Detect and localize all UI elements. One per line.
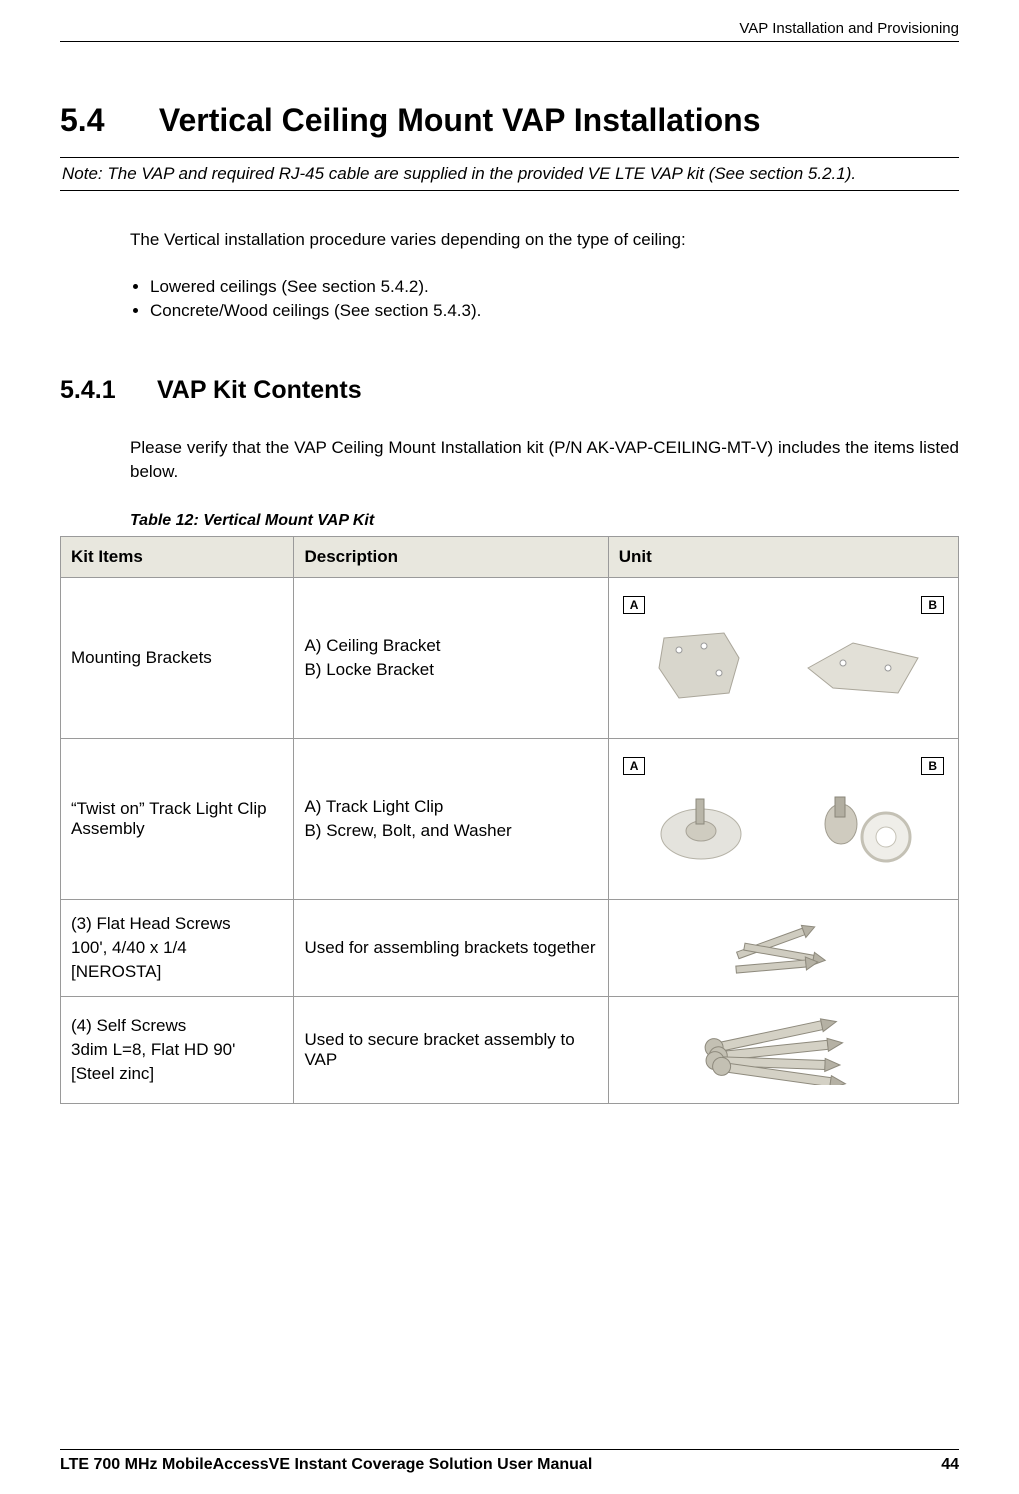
table-header-row: Kit Items Description Unit (61, 537, 959, 578)
kit-line: [NEROSTA] (71, 962, 283, 982)
unit-cell (608, 900, 958, 997)
kit-item-cell: (4) Self Screws 3dim L=8, Flat HD 90' [S… (61, 997, 294, 1104)
kit-line: 100', 4/40 x 1/4 (71, 938, 283, 958)
bracket-a-icon (644, 628, 754, 708)
flat-screws-icon (708, 918, 858, 978)
section-number: 5.4 (60, 102, 150, 139)
clip-b-icon (811, 789, 921, 869)
table-row: (3) Flat Head Screws 100', 4/40 x 1/4 [N… (61, 900, 959, 997)
description-cell: A) Track Light Clip B) Screw, Bolt, and … (294, 739, 608, 900)
kit-item-cell: (3) Flat Head Screws 100', 4/40 x 1/4 [N… (61, 900, 294, 997)
description-cell: Used to secure bracket assembly to VAP (294, 997, 608, 1104)
label-a: A (623, 596, 646, 614)
intro-paragraph: The Vertical installation procedure vari… (130, 228, 959, 252)
bracket-b-icon (803, 633, 923, 703)
page-footer: LTE 700 MHz MobileAccessVE Instant Cover… (60, 1449, 959, 1474)
description-cell: Used for assembling brackets together (294, 900, 608, 997)
label-b: B (921, 757, 944, 775)
page-number: 44 (941, 1456, 959, 1474)
clip-a-icon (646, 789, 756, 869)
label-a: A (623, 757, 646, 775)
table-row: Mounting Brackets A) Ceiling Bracket B) … (61, 578, 959, 739)
note-box: Note: The VAP and required RJ-45 cable a… (60, 157, 959, 191)
self-screws-icon (683, 1015, 883, 1085)
subsection-heading: 5.4.1 VAP Kit Contents (60, 376, 959, 405)
kit-line: (3) Flat Head Screws (71, 914, 283, 934)
kit-line: [Steel zinc] (71, 1064, 283, 1084)
table-header-cell: Unit (608, 537, 958, 578)
subsection-number: 5.4.1 (60, 376, 150, 405)
kit-item-cell: “Twist on” Track Light Clip Assembly (61, 739, 294, 900)
kit-line: (4) Self Screws (71, 1016, 283, 1036)
section-title-text: Vertical Ceiling Mount VAP Installations (159, 102, 761, 138)
desc-line: A) Track Light Clip (304, 797, 597, 817)
label-b: B (921, 596, 944, 614)
list-item: Concrete/Wood ceilings (See section 5.4.… (150, 301, 959, 321)
bullet-list: Lowered ceilings (See section 5.4.2). Co… (130, 277, 959, 325)
subsection-paragraph: Please verify that the VAP Ceiling Mount… (130, 436, 959, 484)
page-header: VAP Installation and Provisioning (60, 20, 959, 42)
kit-line: 3dim L=8, Flat HD 90' (71, 1040, 283, 1060)
unit-cell: A B (608, 578, 958, 739)
table-caption: Table 12: Vertical Mount VAP Kit (130, 512, 959, 530)
table-row: “Twist on” Track Light Clip Assembly A) … (61, 739, 959, 900)
header-text: VAP Installation and Provisioning (739, 20, 959, 37)
kit-table: Kit Items Description Unit Mounting Brac… (60, 536, 959, 1104)
section-heading: 5.4 Vertical Ceiling Mount VAP Installat… (60, 102, 959, 139)
kit-item-cell: Mounting Brackets (61, 578, 294, 739)
list-item: Lowered ceilings (See section 5.4.2). (150, 277, 959, 297)
desc-line: B) Locke Bracket (304, 660, 597, 680)
unit-cell (608, 997, 958, 1104)
table-header-cell: Kit Items (61, 537, 294, 578)
description-cell: A) Ceiling Bracket B) Locke Bracket (294, 578, 608, 739)
unit-cell: A B (608, 739, 958, 900)
subsection-title-text: VAP Kit Contents (157, 376, 362, 404)
desc-line: B) Screw, Bolt, and Washer (304, 821, 597, 841)
table-header-cell: Description (294, 537, 608, 578)
footer-title: LTE 700 MHz MobileAccessVE Instant Cover… (60, 1456, 592, 1474)
table-row: (4) Self Screws 3dim L=8, Flat HD 90' [S… (61, 997, 959, 1104)
note-text: Note: The VAP and required RJ-45 cable a… (62, 164, 856, 183)
desc-line: A) Ceiling Bracket (304, 636, 597, 656)
